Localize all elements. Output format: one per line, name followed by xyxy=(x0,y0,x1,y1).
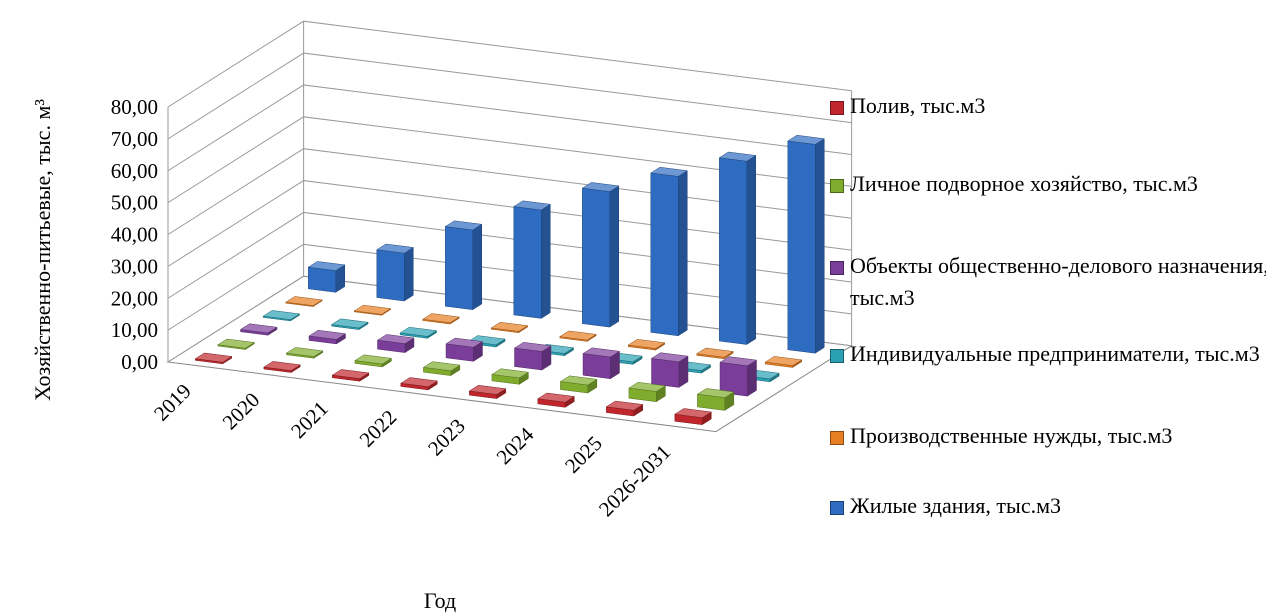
x-tick-label: 2023 xyxy=(423,414,470,461)
chart-bars xyxy=(194,134,825,426)
bar-3-2 xyxy=(399,326,438,339)
x-axis-title: Год xyxy=(424,588,456,613)
bar-2-6 xyxy=(650,352,689,388)
bar-2-2 xyxy=(376,334,415,354)
bar-0-5 xyxy=(537,392,575,408)
bar-4-2 xyxy=(422,313,460,325)
y-tick-label: 0,00 xyxy=(121,350,158,374)
bar-5-6 xyxy=(718,151,757,345)
x-tick-label: 2022 xyxy=(355,405,402,452)
bar-2-4 xyxy=(513,342,552,371)
bar-1-6 xyxy=(628,382,667,403)
bar-3-1 xyxy=(330,318,369,331)
y-tick-label: 40,00 xyxy=(111,223,158,247)
bar-4-0 xyxy=(285,296,323,308)
legend-swatch xyxy=(830,349,844,363)
bar-2-1 xyxy=(308,329,347,345)
bar-0-4 xyxy=(468,384,507,400)
bar-4-7 xyxy=(764,356,803,368)
bar-0-6 xyxy=(605,400,644,417)
x-tick-label: 2025 xyxy=(560,431,607,478)
legend-swatch xyxy=(830,261,844,275)
bar-5-7 xyxy=(787,134,825,354)
bar-1-3 xyxy=(422,361,461,377)
bar-4-1 xyxy=(353,304,392,316)
y-tick-label: 10,00 xyxy=(111,318,158,342)
legend-label: Полив, тыс.м3 xyxy=(850,93,986,118)
x-tick-label: 2019 xyxy=(149,379,196,426)
x-tick-label: 2024 xyxy=(492,422,539,469)
y-axis-ticks: 0,00 10,00 20,00 30,00 40,00 50,00 60,00 70,00 8… xyxy=(111,95,158,374)
bar-0-2 xyxy=(331,369,370,382)
bar-1-5 xyxy=(559,375,598,394)
bar-0-3 xyxy=(400,377,438,391)
x-tick-label: 2021 xyxy=(286,396,333,443)
bar-4-3 xyxy=(490,321,529,334)
legend-label: Объекты общественно-делового назначения,… xyxy=(850,253,1266,310)
bar-2-0 xyxy=(239,323,278,336)
bar-1-1 xyxy=(285,347,324,359)
bar-2-5 xyxy=(582,347,621,380)
y-tick-label: 70,00 xyxy=(111,127,158,151)
y-tick-label: 30,00 xyxy=(111,254,158,278)
legend-swatch xyxy=(830,431,844,445)
y-tick-label: 20,00 xyxy=(111,286,158,310)
bar-5-1 xyxy=(376,243,414,302)
y-axis-title: Хозяйственно-питьевые, тыс. м³ xyxy=(30,99,55,401)
bar-1-0 xyxy=(217,338,256,350)
legend-label: Жилые здания, тыс.м3 xyxy=(850,493,1062,518)
x-tick-label: 2020 xyxy=(218,388,265,435)
y-tick-label: 80,00 xyxy=(111,95,158,119)
chart-walls xyxy=(166,20,854,433)
gridline xyxy=(167,20,852,108)
bar-4-5 xyxy=(627,339,666,351)
bar-5-5 xyxy=(650,166,688,337)
bar-1-4 xyxy=(491,368,530,385)
legend-swatch xyxy=(830,501,844,515)
legend-label: Личное подворное хозяйство, тыс.м3 xyxy=(850,171,1198,196)
bar-1-7 xyxy=(696,388,735,411)
bar-4-4 xyxy=(559,330,597,342)
y-tick-label: 50,00 xyxy=(111,191,158,215)
bar-2-7 xyxy=(719,356,758,397)
gridline xyxy=(167,52,852,140)
bar-5-3 xyxy=(513,200,551,319)
y-tick-label: 60,00 xyxy=(111,159,158,183)
bar-5-2 xyxy=(444,220,483,311)
legend-swatch xyxy=(830,101,844,115)
bar-0-7 xyxy=(674,408,712,426)
bar-1-2 xyxy=(354,354,393,368)
bar-4-6 xyxy=(696,347,734,360)
bar-5-0 xyxy=(307,261,346,293)
bar-5-4 xyxy=(581,182,620,328)
legend-label: Производственные нужды, тыс.м3 xyxy=(850,423,1173,448)
bar-0-1 xyxy=(263,361,301,373)
x-tick-label: 2026-2031 xyxy=(594,440,675,521)
legend-label: Индивидуальные предприниматели, тыс.м3 xyxy=(850,341,1260,366)
bar-0-0 xyxy=(194,352,233,365)
legend-swatch xyxy=(830,179,844,193)
bar-3-0 xyxy=(262,310,301,322)
bar-2-3 xyxy=(445,337,484,362)
